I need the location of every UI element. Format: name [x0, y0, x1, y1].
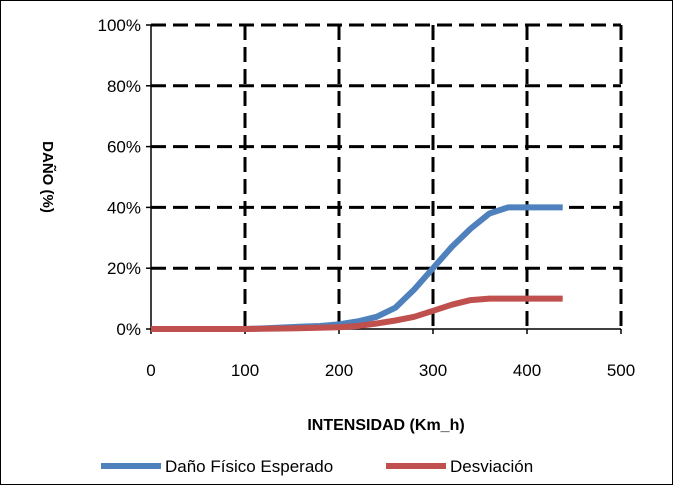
x-tick-label: 100: [231, 361, 259, 380]
x-tick-label: 500: [607, 361, 635, 380]
y-tick-label: 0%: [116, 320, 141, 339]
legend: Daño Físico Esperado Desviación: [101, 457, 533, 476]
legend-label-0: Daño Físico Esperado: [165, 457, 333, 476]
y-tick-label: 20%: [107, 259, 141, 278]
y-axis-label: DAÑO (%): [39, 141, 57, 213]
x-tick-label: 300: [419, 361, 447, 380]
x-tick-label: 0: [146, 361, 155, 380]
series-line-1: [151, 295, 563, 332]
grid: [151, 23, 623, 329]
x-tick-labels: 0 100 200 300 400 500: [146, 361, 635, 380]
y-tick-label: 40%: [107, 198, 141, 217]
y-tick-label: 80%: [107, 77, 141, 96]
axes: [146, 24, 622, 334]
series-lines: [151, 204, 563, 332]
y-tick-label: 100%: [98, 16, 141, 35]
x-tick-label: 400: [513, 361, 541, 380]
y-tick-labels: 0% 20% 40% 60% 80% 100%: [98, 16, 141, 339]
x-tick-label: 200: [325, 361, 353, 380]
y-tick-label: 60%: [107, 138, 141, 157]
legend-label-1: Desviación: [450, 457, 533, 476]
x-axis-label: INTENSIDAD (Km_h): [307, 417, 464, 434]
